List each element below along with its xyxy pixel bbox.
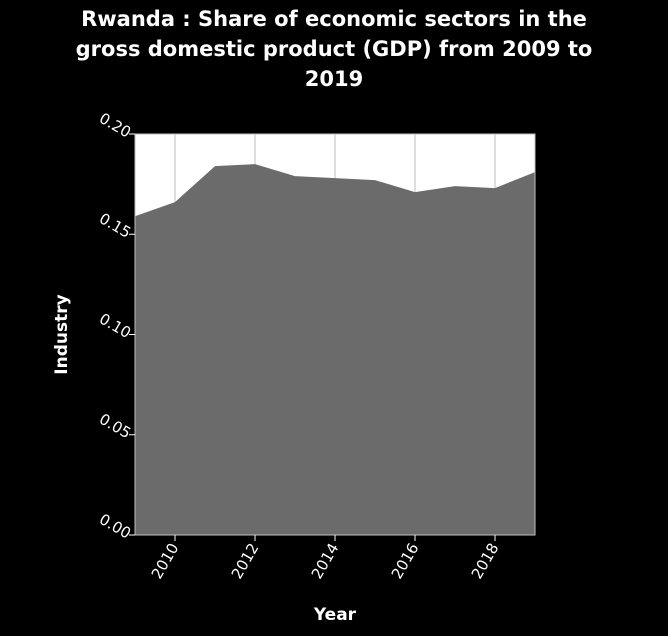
y-tick-label: 0.15: [96, 209, 134, 241]
chart-title-line: 2019: [304, 67, 364, 91]
y-axis-title: Industry: [52, 294, 72, 374]
y-tick-label: 0.00: [96, 510, 134, 542]
industry-area-series: [135, 164, 535, 535]
chart-title: Rwanda : Share of economic sectors in th…: [0, 4, 668, 94]
x-tick-label: 2018: [468, 540, 503, 582]
chart-title-line: Rwanda : Share of economic sectors in th…: [81, 7, 587, 31]
x-tick-label: 2016: [388, 540, 423, 582]
x-tick-label: 2012: [228, 540, 263, 582]
y-tick-label: 0.10: [96, 310, 134, 342]
y-tick-label: 0.05: [96, 410, 134, 442]
chart-title-line: gross domestic product (GDP) from 2009 t…: [75, 37, 593, 61]
x-axis-title: Year: [313, 605, 357, 625]
x-axis-ticks: 2010 2012 2014 2016 2018: [148, 535, 503, 582]
x-tick-label: 2010: [148, 540, 183, 582]
y-axis-ticks: 0.00 0.05 0.10 0.15 0.20: [96, 109, 135, 542]
y-tick-label: 0.20: [96, 109, 134, 141]
x-tick-label: 2014: [308, 540, 343, 582]
